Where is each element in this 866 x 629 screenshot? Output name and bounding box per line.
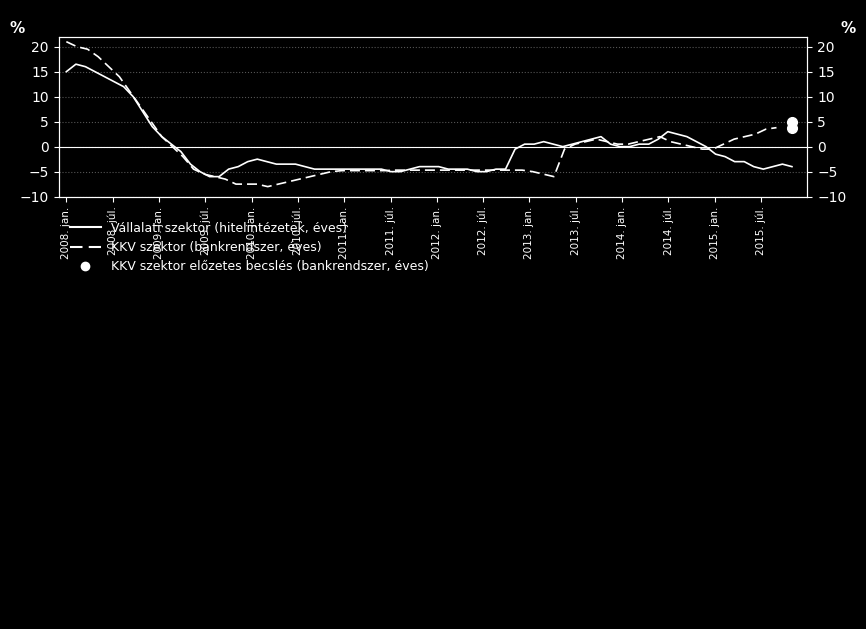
- Text: %: %: [841, 21, 856, 36]
- Legend: Vállalati szektor (hitelintézetek, éves), KKV szektor (bankrendszer, éves), KKV : Vállalati szektor (hitelintézetek, éves)…: [65, 217, 434, 278]
- Text: %: %: [10, 21, 25, 36]
